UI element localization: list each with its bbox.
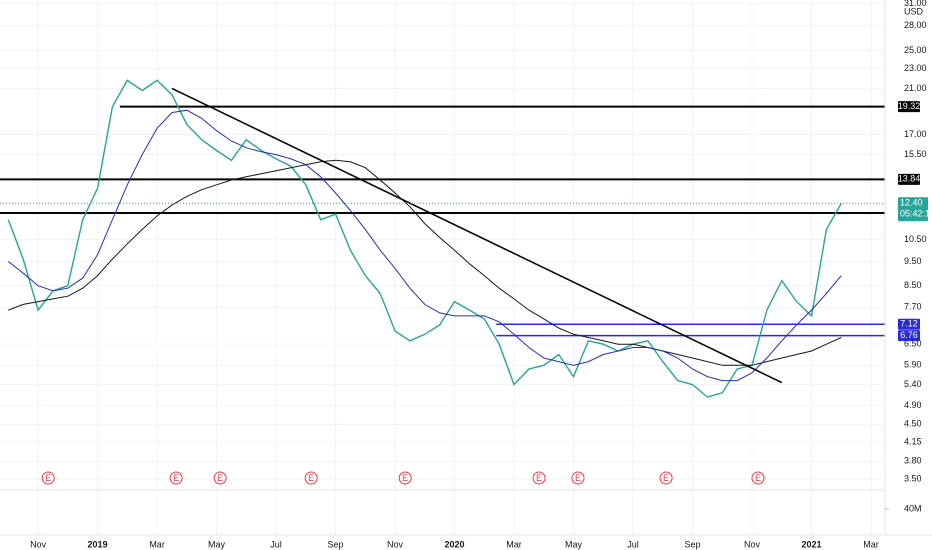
y-tick-label: 8.50 [904,280,922,290]
earnings-marker [169,471,183,485]
level-label: 7.12 [900,319,918,329]
x-tick-label: Jul [627,539,639,549]
x-tick-label: 2019 [88,539,108,549]
earnings-label: E [663,473,669,483]
y-tick-label: 23.00 [904,63,927,73]
level-label: 13.84 [898,174,921,184]
y-tick-label: 9.50 [904,256,922,266]
earnings-marker [213,471,227,485]
x-tick-label: Nov [744,539,761,549]
earnings-label: E [308,473,314,483]
y-tick-label: 21.00 [904,83,927,93]
moving-average [7,109,842,382]
earnings-label: E [402,473,408,483]
earnings-label: E [755,473,761,483]
y-tick-label: 5.40 [904,379,922,389]
level-badge [898,318,920,330]
y-tick-label: 10.50 [904,234,927,244]
y-tick-label: 3.50 [904,474,922,484]
y-tick-label: 5.90 [904,360,922,370]
earnings-label: E [173,473,179,483]
y-tick-label: 7.70 [904,302,922,312]
level-label: 6.76 [900,330,918,340]
x-tick-label: Sep [685,539,701,549]
x-tick-label: Nov [387,539,404,549]
countdown: 05:42:12 [900,209,932,219]
x-tick-label: 2020 [445,539,465,549]
y-tick-label: 28.00 [904,20,927,30]
last-price-label: 12.40 [900,198,923,208]
y-tick-label: 4.90 [904,400,922,410]
earnings-marker [571,471,585,485]
y-tick-label: 4.15 [904,436,922,446]
earnings-marker [751,471,765,485]
level-badge [898,173,920,185]
earnings-marker [659,471,673,485]
x-tick-label: May [208,539,226,549]
x-tick-label: Mar [149,539,165,549]
labels: 31.00 28.00 25.00 23.00 21.00 17.00 15.50 10.50… [30,0,932,549]
moving-average [8,159,842,366]
earnings-marker [532,471,546,485]
earnings-marker [304,471,318,485]
volume-tick-label: 40M [904,503,922,513]
y-tick-label: 3.80 [904,456,922,466]
level-badge [898,101,920,113]
last-price-badge [898,197,928,222]
x-tick-label: Jul [270,539,282,549]
earnings-marker [398,471,412,485]
y-tick-label: 15.50 [904,149,927,159]
x-tick-label: 2021 [802,539,822,549]
grid [0,0,885,535]
earnings-label: E [575,473,581,483]
x-tick-label: Sep [328,539,344,549]
price-line [7,79,842,398]
currency: USD [904,6,924,16]
earnings-label: E [45,473,51,483]
trendline [171,87,783,384]
level-badge [898,330,920,342]
earnings-marker [41,471,55,485]
y-tick-label: 25.00 [904,45,927,55]
y-tick-label: 31.00 [904,0,927,8]
earnings-label: E [217,473,223,483]
level-label: 19.32 [898,101,921,111]
x-tick-label: Mar [506,539,522,549]
earnings-label: E [536,473,542,483]
x-tick-label: Nov [30,539,47,549]
y-tick-label: 6.50 [904,339,922,349]
x-tick-label: Mar [863,539,879,549]
y-tick-label: 4.50 [904,419,922,429]
x-tick-label: May [565,539,583,549]
y-tick-label: 17.00 [904,129,927,139]
